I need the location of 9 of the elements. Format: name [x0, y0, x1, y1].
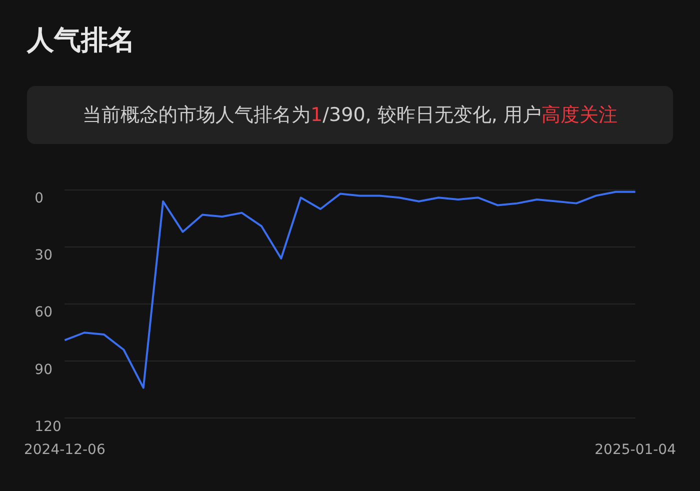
text: 当前概念的市场人气排名为1/390, 较昨日无变化, 用户高度关注: [82, 104, 618, 126]
y-tick-label: 30: [34, 248, 53, 264]
y-tick-label: 120: [34, 418, 62, 435]
chart-title: 人气排名: [27, 24, 135, 58]
y-tick-label: 90: [34, 362, 53, 378]
y-tick-label: 0: [34, 190, 44, 207]
x-tick-label: 2025-01-04: [594, 442, 676, 458]
x-tick-label: 2024-12-06: [24, 442, 106, 458]
y-tick-label: 60: [34, 304, 53, 321]
